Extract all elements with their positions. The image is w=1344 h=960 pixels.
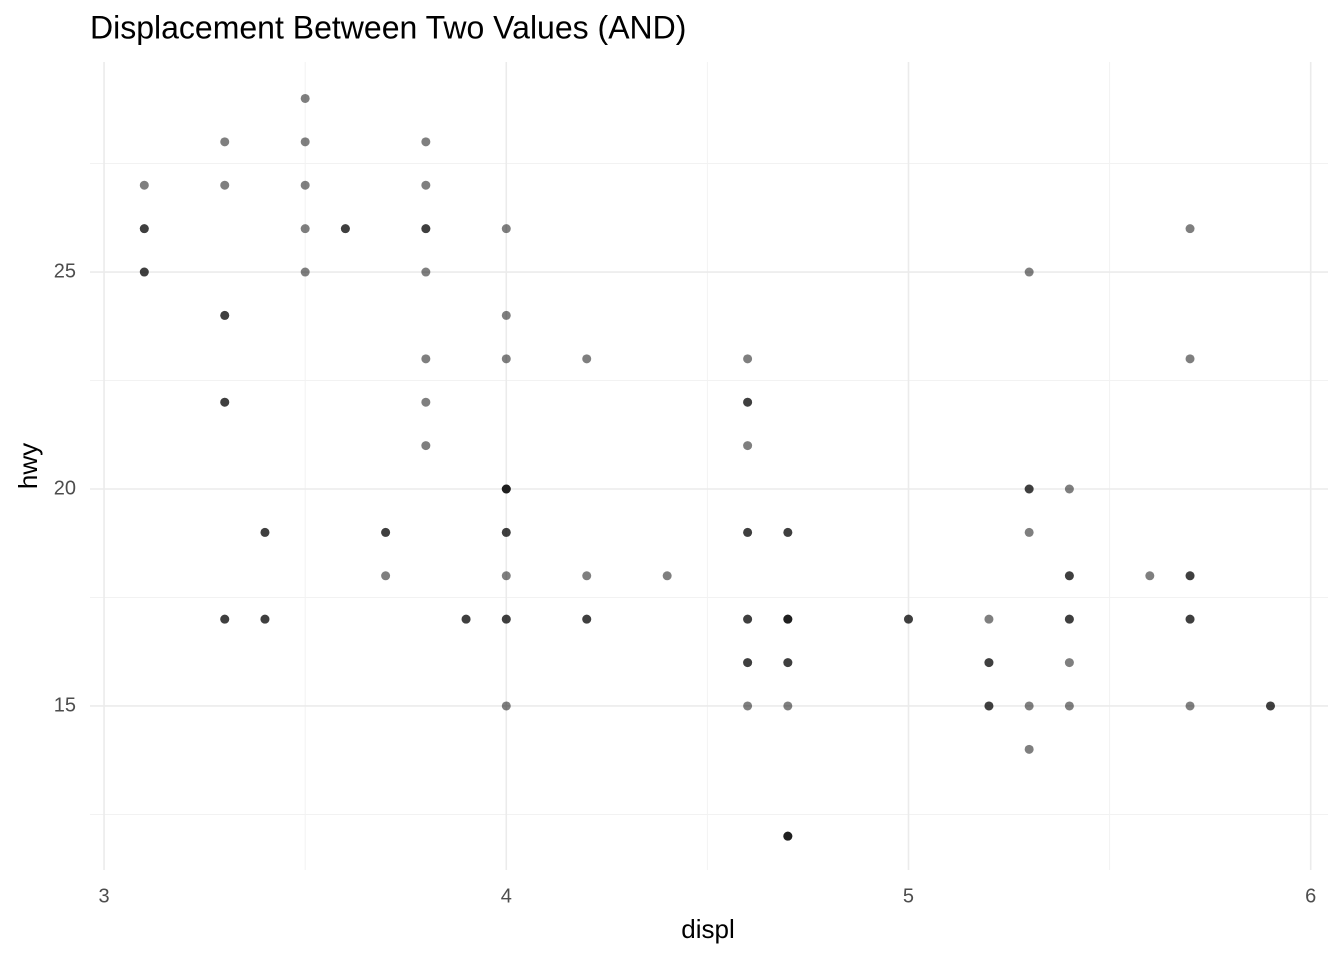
point <box>582 614 592 624</box>
chart-title: Displacement Between Two Values (AND) <box>90 9 686 45</box>
point <box>421 137 431 147</box>
point <box>1265 701 1275 711</box>
point <box>501 354 511 364</box>
point <box>421 180 431 190</box>
point <box>1064 701 1074 711</box>
point <box>220 180 230 190</box>
point <box>220 310 230 320</box>
point <box>421 224 431 234</box>
point <box>1185 614 1195 624</box>
y-tick-label: 15 <box>54 694 76 716</box>
point <box>662 571 672 581</box>
point <box>139 267 149 277</box>
point <box>582 354 592 364</box>
point <box>501 614 511 624</box>
point <box>1024 527 1034 537</box>
point <box>1145 571 1155 581</box>
point <box>984 658 994 668</box>
y-tick-label: 20 <box>54 477 76 499</box>
point <box>300 224 310 234</box>
point <box>1185 571 1195 581</box>
point <box>582 571 592 581</box>
point <box>260 614 270 624</box>
point <box>139 224 149 234</box>
point <box>1185 701 1195 711</box>
point <box>501 310 511 320</box>
point <box>220 614 230 624</box>
point <box>783 614 793 624</box>
point <box>1024 267 1034 277</box>
point <box>984 614 994 624</box>
point <box>421 267 431 277</box>
point <box>1064 658 1074 668</box>
point <box>743 658 753 668</box>
point <box>501 571 511 581</box>
point <box>743 614 753 624</box>
x-tick-label: 5 <box>903 885 914 907</box>
point <box>300 93 310 103</box>
point <box>1024 744 1034 754</box>
point <box>743 441 753 451</box>
point <box>783 527 793 537</box>
point <box>743 701 753 711</box>
y-axis-title: hwy <box>13 443 43 489</box>
point <box>1024 484 1034 494</box>
point <box>220 397 230 407</box>
point <box>300 180 310 190</box>
point <box>743 397 753 407</box>
points <box>139 93 1275 841</box>
point <box>501 484 511 494</box>
point <box>783 701 793 711</box>
x-tick-label: 3 <box>99 885 110 907</box>
x-axis-title: displ <box>681 914 734 944</box>
point <box>260 527 270 537</box>
point <box>1185 224 1195 234</box>
point <box>300 137 310 147</box>
point <box>1064 484 1074 494</box>
point <box>220 137 230 147</box>
point <box>501 701 511 711</box>
point <box>421 441 431 451</box>
point <box>340 224 350 234</box>
point <box>1064 571 1074 581</box>
point <box>501 527 511 537</box>
point <box>1064 614 1074 624</box>
point <box>903 614 913 624</box>
point <box>783 658 793 668</box>
point <box>783 831 793 841</box>
point <box>461 614 471 624</box>
x-tick-label: 4 <box>501 885 512 907</box>
point <box>984 701 994 711</box>
point <box>743 354 753 364</box>
point <box>300 267 310 277</box>
point <box>421 397 431 407</box>
point <box>381 527 391 537</box>
point <box>421 354 431 364</box>
point <box>139 180 149 190</box>
grid <box>90 62 1328 870</box>
point <box>1185 354 1195 364</box>
point <box>1024 701 1034 711</box>
point <box>743 527 753 537</box>
y-tick-label: 25 <box>54 260 76 282</box>
x-tick-label: 6 <box>1305 885 1316 907</box>
point <box>381 571 391 581</box>
point <box>501 224 511 234</box>
